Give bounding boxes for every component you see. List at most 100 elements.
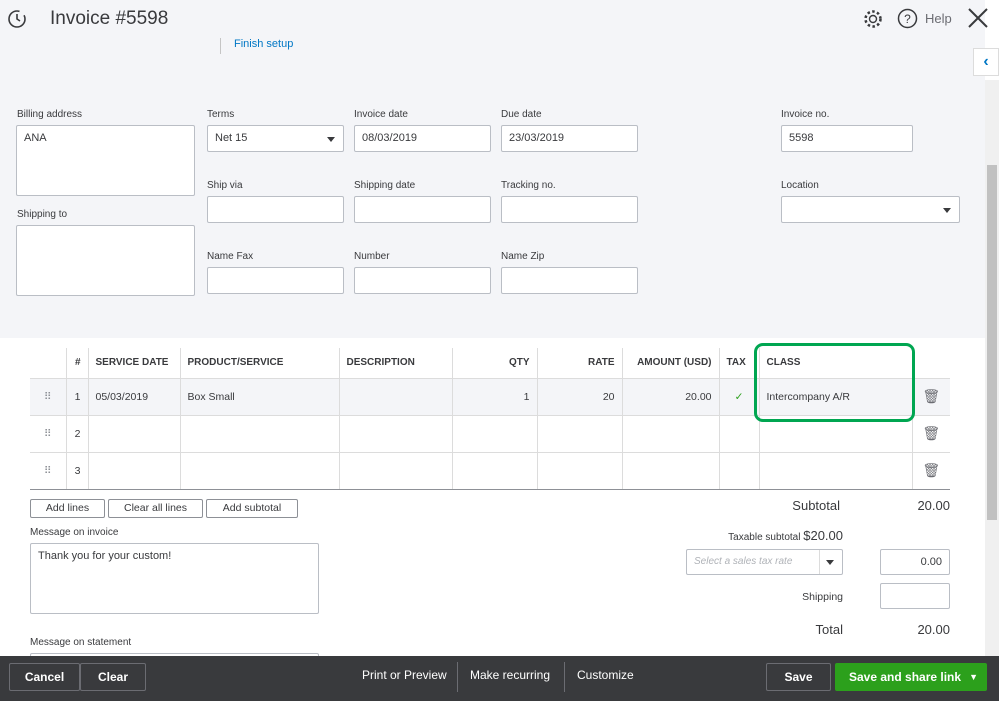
name-zip-input[interactable] xyxy=(501,267,638,294)
table-row[interactable]: ⠿ 1 05/03/2019 Box Small 1 20 20.00 ✓ In… xyxy=(30,377,950,415)
billing-address-label: Billing address xyxy=(17,109,83,120)
due-date-label: Due date xyxy=(501,109,542,120)
col-tax: TAX xyxy=(718,348,759,378)
sales-tax-rate-select[interactable]: Select a sales tax rate xyxy=(686,549,843,575)
chevron-down-icon[interactable]: ▼ xyxy=(969,672,978,682)
drag-handle-icon[interactable]: ⠿ xyxy=(30,377,66,415)
trash-icon[interactable]: 🗑 xyxy=(911,377,950,415)
message-on-invoice-input[interactable]: Thank you for your custom! xyxy=(30,543,319,614)
col-qty: QTY xyxy=(451,348,537,378)
tax-amount-input[interactable]: 0.00 xyxy=(880,549,950,575)
class-column-highlight xyxy=(754,343,915,422)
taxable-subtotal-value: $20.00 xyxy=(803,528,843,543)
add-lines-button[interactable]: Add lines xyxy=(30,499,105,518)
taxable-subtotal-label: Taxable subtotal xyxy=(728,532,801,543)
invoice-date-label: Invoice date xyxy=(354,109,408,120)
sales-tax-rate-placeholder: Select a sales tax rate xyxy=(694,556,793,567)
recent-history-icon[interactable] xyxy=(6,8,28,30)
save-and-share-label: Save and share link xyxy=(849,670,962,684)
due-date-input[interactable]: 23/03/2019 xyxy=(501,125,638,152)
clear-all-lines-button[interactable]: Clear all lines xyxy=(108,499,203,518)
clear-button[interactable]: Clear xyxy=(80,663,146,691)
collapse-panel-chevron-icon[interactable]: ‹ xyxy=(973,48,999,76)
col-product-service: PRODUCT/SERVICE xyxy=(179,348,339,378)
svg-text:?: ? xyxy=(904,12,911,26)
table-row[interactable]: ⠿ 3 🗑 xyxy=(30,451,950,490)
shipping-to-field[interactable] xyxy=(16,225,195,296)
location-label: Location xyxy=(781,180,819,191)
billing-address-field[interactable]: ANA xyxy=(16,125,195,196)
add-subtotal-button[interactable]: Add subtotal xyxy=(206,499,298,518)
subtotal-value: 20.00 xyxy=(917,498,950,513)
ship-via-label: Ship via xyxy=(207,180,243,191)
save-button[interactable]: Save xyxy=(766,663,831,691)
name-fax-label: Name Fax xyxy=(207,251,254,262)
ship-via-input[interactable] xyxy=(207,196,344,223)
location-select[interactable] xyxy=(781,196,960,223)
table-header: # SERVICE DATE PRODUCT/SERVICE DESCRIPTI… xyxy=(30,348,950,378)
amount-cell[interactable]: 20.00 xyxy=(621,377,719,415)
total-value: 20.00 xyxy=(917,622,950,637)
print-preview-link[interactable]: Print or Preview xyxy=(362,668,447,682)
page-title: Invoice #5598 xyxy=(50,8,169,29)
chevron-down-icon xyxy=(327,137,335,142)
scrollbar[interactable] xyxy=(985,80,999,656)
drag-handle-icon[interactable]: ⠿ xyxy=(30,451,66,490)
service-date-cell[interactable]: 05/03/2019 xyxy=(87,377,180,415)
shipping-label: Shipping xyxy=(802,591,843,603)
qty-cell[interactable]: 1 xyxy=(451,377,537,415)
col-number: # xyxy=(65,348,88,378)
invoice-no-label: Invoice no. xyxy=(781,109,830,120)
col-rate: RATE xyxy=(536,348,622,378)
save-and-share-link-button[interactable]: Save and share link ▼ xyxy=(835,663,987,691)
help-icon[interactable]: ? xyxy=(897,8,918,29)
gear-icon[interactable] xyxy=(862,8,884,30)
message-on-statement-label: Message on statement xyxy=(30,637,132,648)
row-number: 1 xyxy=(65,377,88,415)
row-number: 2 xyxy=(65,414,88,452)
total-label: Total xyxy=(815,622,843,637)
make-recurring-link[interactable]: Make recurring xyxy=(470,668,551,682)
invoice-no-input[interactable]: 5598 xyxy=(781,125,913,152)
line-items-table: # SERVICE DATE PRODUCT/SERVICE DESCRIPTI… xyxy=(30,348,950,490)
cancel-button[interactable]: Cancel xyxy=(9,663,80,691)
close-icon[interactable] xyxy=(967,7,989,29)
terms-value: Net 15 xyxy=(215,132,248,144)
drag-handle-icon[interactable]: ⠿ xyxy=(30,414,66,452)
trash-icon[interactable]: 🗑 xyxy=(911,414,950,452)
footer-bar: Cancel Clear Print or Preview Make recur… xyxy=(0,656,999,701)
number-input[interactable] xyxy=(354,267,491,294)
col-class: CLASS xyxy=(758,348,912,378)
chevron-down-icon xyxy=(826,560,834,565)
shipping-date-input[interactable] xyxy=(354,196,491,223)
finish-setup-link[interactable]: Finish setup xyxy=(234,38,294,50)
table-row[interactable]: ⠿ 2 🗑 xyxy=(30,414,950,452)
terms-label: Terms xyxy=(207,109,235,120)
shipping-input[interactable] xyxy=(880,583,950,609)
trash-icon[interactable]: 🗑 xyxy=(911,451,950,490)
invoice-date-input[interactable]: 08/03/2019 xyxy=(354,125,491,152)
shipping-date-label: Shipping date xyxy=(354,180,416,191)
taxable-subtotal: Taxable subtotal $20.00 xyxy=(700,528,843,543)
col-service-date: SERVICE DATE xyxy=(87,348,180,378)
class-cell[interactable]: Intercompany A/R xyxy=(758,377,912,415)
divider xyxy=(220,38,221,54)
tax-checkbox[interactable]: ✓ xyxy=(718,377,759,415)
tracking-no-label: Tracking no. xyxy=(501,180,556,191)
shipping-to-label: Shipping to xyxy=(17,209,68,220)
terms-select[interactable]: Net 15 xyxy=(207,125,344,152)
subtotal-label: Subtotal xyxy=(792,498,840,513)
description-cell[interactable] xyxy=(338,377,452,415)
number-label: Number xyxy=(354,251,390,262)
row-number: 3 xyxy=(65,451,88,490)
name-fax-input[interactable] xyxy=(207,267,344,294)
col-amount: AMOUNT (USD) xyxy=(621,348,719,378)
name-zip-label: Name Zip xyxy=(501,251,545,262)
product-cell[interactable]: Box Small xyxy=(179,377,339,415)
scrollbar-thumb[interactable] xyxy=(987,165,997,520)
help-link[interactable]: Help xyxy=(925,11,952,26)
customize-link[interactable]: Customize xyxy=(577,668,634,682)
tracking-no-input[interactable] xyxy=(501,196,638,223)
col-description: DESCRIPTION xyxy=(338,348,452,378)
rate-cell[interactable]: 20 xyxy=(536,377,622,415)
